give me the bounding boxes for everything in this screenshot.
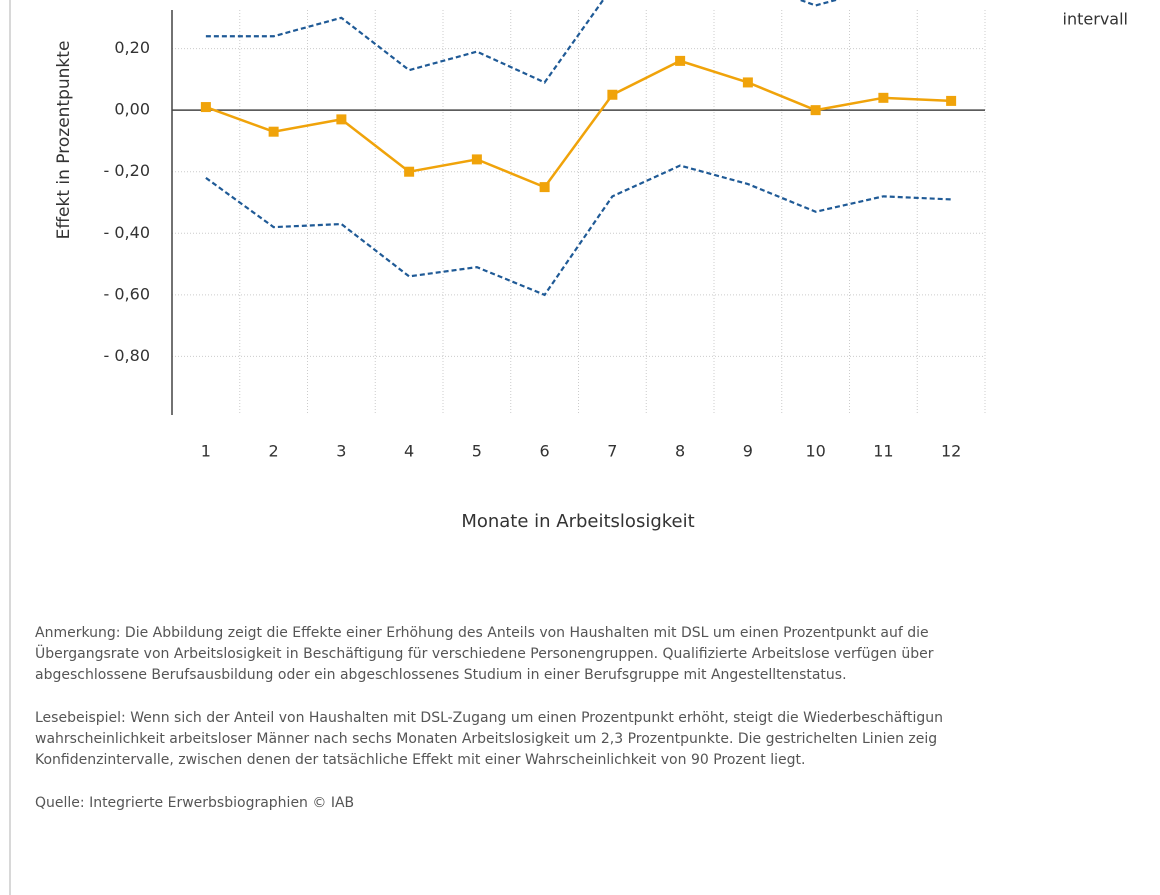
series-line <box>205 164 952 297</box>
x-tick-label: 9 <box>743 442 753 461</box>
note-line: Quelle: Integrierte Erwerbsbiographien ©… <box>35 795 354 811</box>
x-tick-label: 3 <box>336 442 346 461</box>
series-marker <box>268 126 279 137</box>
series-marker <box>742 77 753 88</box>
series-line <box>205 59 952 189</box>
x-tick-label: 4 <box>404 442 414 461</box>
series-marker <box>539 182 550 193</box>
series-line <box>205 0 840 84</box>
x-tick-label: 8 <box>675 442 685 461</box>
x-axis-label: Monate in Arbeitslosigkeit <box>461 511 694 532</box>
note-line: abgeschlossene Berufsausbildung oder ein… <box>35 667 847 683</box>
note-line: Übergangsrate von Arbeitslosigkeit in Be… <box>35 644 934 662</box>
series-marker <box>404 166 415 177</box>
y-axis-label: Effekt in Prozentpunkte <box>54 41 74 240</box>
note-line: wahrscheinlichkeit arbeitsloser Männer n… <box>35 731 937 747</box>
x-tick-label: 2 <box>269 442 279 461</box>
x-tick-label: 6 <box>540 442 550 461</box>
series-marker <box>946 95 957 106</box>
note-line: Konfidenzintervalle, zwischen denen der … <box>35 752 805 768</box>
note-line: Lesebeispiel: Wenn sich der Anteil von H… <box>35 710 943 726</box>
series-marker <box>607 89 618 100</box>
y-tick-label: - 0,40 <box>104 223 150 242</box>
series-marker <box>200 102 211 113</box>
y-tick-label: 0,20 <box>114 38 150 57</box>
note-line: Anmerkung: Die Abbildung zeigt die Effek… <box>35 625 929 641</box>
y-tick-label: 0,00 <box>114 100 150 119</box>
legend-fragment: intervall <box>1063 10 1128 29</box>
x-tick-label: 1 <box>201 442 211 461</box>
y-tick-label: - 0,20 <box>104 161 150 180</box>
x-tick-label: 11 <box>873 442 893 461</box>
series-marker <box>878 92 889 103</box>
series-marker <box>675 55 686 66</box>
x-tick-label: 12 <box>941 442 961 461</box>
series-marker <box>336 114 347 125</box>
y-tick-label: - 0,60 <box>104 284 150 303</box>
series-marker <box>471 154 482 165</box>
y-tick-label: - 0,80 <box>104 346 150 365</box>
x-tick-label: 5 <box>472 442 482 461</box>
series-marker <box>810 105 821 116</box>
x-tick-label: 7 <box>607 442 617 461</box>
x-tick-label: 10 <box>805 442 825 461</box>
